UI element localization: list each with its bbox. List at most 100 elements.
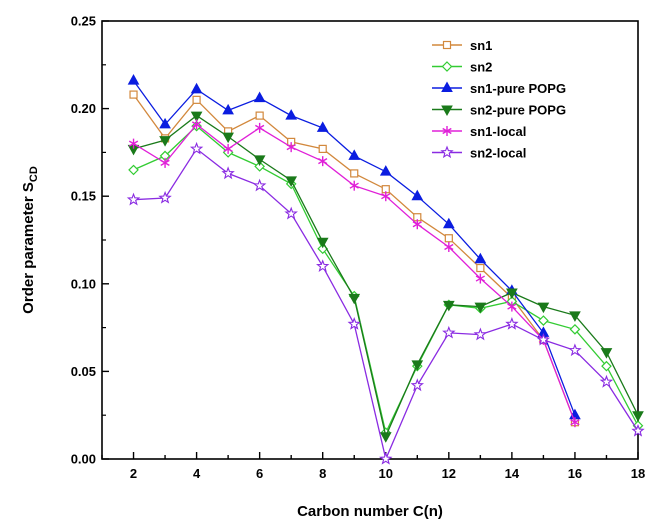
data-point (536, 332, 551, 346)
data-point (411, 189, 424, 201)
y-tick-label: 0.00 (71, 452, 96, 467)
data-point (127, 74, 140, 85)
asterisk-stroke (128, 140, 139, 147)
series-sn1-pure-popg (127, 74, 581, 420)
data-point (254, 122, 265, 133)
data-point (255, 111, 264, 120)
data-point (285, 109, 298, 120)
legend-label: sn1-local (470, 124, 526, 139)
axis-ticks: 2 4 6 8 10 12 14 16 18 0.00 0.05 0.10 0.15 0.20 0.25 (71, 14, 646, 482)
data-point (568, 343, 582, 357)
legend-item: sn1-pure POPG (432, 81, 566, 96)
asterisk-stroke (507, 303, 517, 310)
data-point (158, 190, 172, 204)
legend: sn1 sn2 sn1-pure POPG sn2-pure POPG sn1-loca… (432, 38, 566, 161)
data-point (129, 90, 138, 99)
data-point (348, 293, 361, 305)
y-tick-label: 0.10 (71, 276, 96, 291)
data-point (128, 138, 139, 149)
data-point (379, 165, 392, 176)
x-tick-label: 2 (130, 466, 137, 481)
y-axis-title: Order parameter SCD (20, 166, 40, 314)
asterisk-stroke (570, 419, 580, 426)
x-tick-label: 4 (193, 466, 201, 481)
series-layer (126, 74, 645, 465)
data-point (252, 178, 267, 192)
data-point (318, 156, 328, 167)
data-point (444, 234, 453, 243)
y-axis-title-main: Order parameter S (20, 182, 37, 314)
legend-marker (441, 105, 453, 117)
data-point (411, 360, 424, 371)
asterisk-stroke (475, 275, 486, 282)
data-point (159, 136, 171, 147)
data-point (538, 315, 549, 326)
data-point (600, 348, 613, 359)
data-point (191, 119, 202, 130)
data-point (601, 360, 612, 372)
legend-label: sn2-local (470, 146, 526, 161)
asterisk-stroke (254, 124, 265, 131)
data-point (631, 423, 645, 437)
legend-label: sn2-pure POPG (470, 103, 566, 118)
data-point (192, 95, 201, 104)
data-point (632, 411, 644, 422)
data-point (505, 317, 519, 330)
data-point (475, 273, 486, 284)
y-tick-label: 0.05 (71, 364, 96, 379)
legend-marker (441, 61, 453, 72)
data-point (349, 180, 359, 191)
data-point (318, 144, 327, 153)
legend-item: sn2-pure POPG (432, 103, 566, 118)
data-point (190, 82, 203, 94)
data-point (379, 432, 392, 443)
series-sn2 (128, 120, 644, 439)
data-point (378, 451, 393, 465)
data-point (316, 259, 330, 272)
asterisk-stroke (444, 243, 454, 251)
data-point (222, 132, 234, 144)
legend-label: sn1-pure POPG (470, 81, 566, 96)
asterisk-stroke (381, 193, 391, 200)
data-point (286, 142, 296, 153)
x-tick-label: 14 (505, 466, 520, 481)
y-axis-title-subscript: CD (28, 166, 40, 182)
x-tick-label: 16 (568, 466, 582, 481)
asterisk-stroke (191, 121, 202, 128)
data-point (476, 263, 485, 273)
data-point (442, 217, 455, 229)
data-point (474, 252, 487, 264)
series-sn1 (129, 90, 580, 427)
data-point (253, 155, 266, 166)
asterisk-stroke (160, 159, 170, 167)
data-point (473, 327, 488, 341)
data-point (507, 301, 517, 312)
y-tick-label: 0.25 (71, 14, 96, 29)
data-point (569, 324, 581, 335)
x-axis-title: Carbon number C(n) (297, 503, 443, 520)
legend-item: sn1 (432, 38, 492, 53)
data-point (160, 157, 170, 168)
data-point (410, 378, 425, 392)
data-point (444, 242, 454, 253)
legend-item: sn1-local (432, 124, 526, 139)
asterisk-stroke (412, 221, 422, 228)
legend-item: sn2 (432, 60, 492, 75)
y-tick-label: 0.15 (71, 189, 96, 204)
x-tick-label: 6 (256, 466, 263, 481)
series-sn2-pure-popg (127, 111, 644, 443)
legend-marker (442, 126, 452, 136)
legend-label: sn1 (470, 38, 492, 53)
x-tick-label: 18 (631, 466, 645, 481)
data-point (284, 206, 298, 220)
data-point (190, 111, 203, 123)
asterisk-stroke (318, 158, 328, 165)
data-point (159, 117, 171, 129)
data-point (537, 302, 550, 314)
data-point (347, 317, 362, 330)
data-point (506, 288, 518, 300)
data-point (223, 143, 233, 154)
data-point (126, 192, 141, 206)
plot-area (101, 20, 639, 460)
data-point (253, 91, 266, 103)
